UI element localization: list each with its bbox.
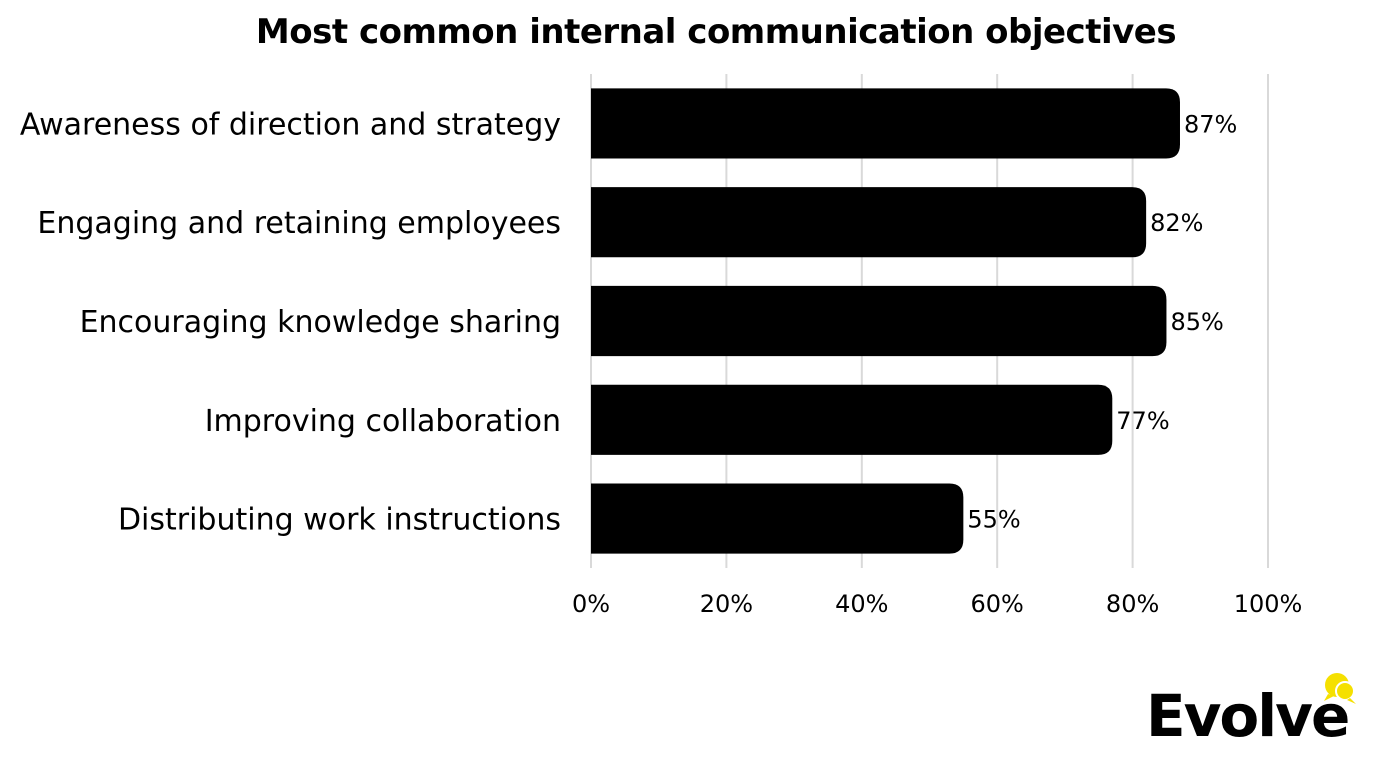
bar-layer xyxy=(591,88,1180,554)
bar xyxy=(591,483,964,554)
value-label: 87% xyxy=(1184,110,1237,138)
category-label: Improving collaboration xyxy=(205,404,561,439)
category-label: Engaging and retaining employees xyxy=(37,206,561,241)
bar xyxy=(591,187,1147,258)
label-layer: 0% 20% 40% 60% 80% 100% Awareness of direction… xyxy=(20,107,1303,618)
brand-logo-text: Evolve xyxy=(1146,682,1350,750)
category-label: Distributing work instructions xyxy=(118,503,561,538)
x-tick-label: 60% xyxy=(971,590,1024,618)
bar xyxy=(591,88,1180,159)
value-label: 82% xyxy=(1150,209,1203,237)
x-tick-label: 40% xyxy=(835,590,888,618)
chart-title: Most common internal communication objec… xyxy=(255,12,1177,52)
brand-logo: Evolve xyxy=(1146,670,1366,754)
category-label: Awareness of direction and strategy xyxy=(20,107,561,142)
category-label: Encouraging knowledge sharing xyxy=(80,305,561,340)
x-tick-label: 100% xyxy=(1234,590,1303,618)
value-label: 77% xyxy=(1116,407,1169,435)
x-tick-label: 20% xyxy=(700,590,753,618)
x-tick-label: 0% xyxy=(572,590,610,618)
bar xyxy=(591,285,1167,357)
value-label: 85% xyxy=(1170,308,1223,336)
bar xyxy=(591,384,1113,455)
speech-bubbles-icon xyxy=(1324,673,1356,704)
bar-chart: 0% 20% 40% 60% 80% 100% Awareness of direction… xyxy=(20,74,1303,618)
x-tick-label: 80% xyxy=(1106,590,1159,618)
value-label: 55% xyxy=(967,506,1020,534)
